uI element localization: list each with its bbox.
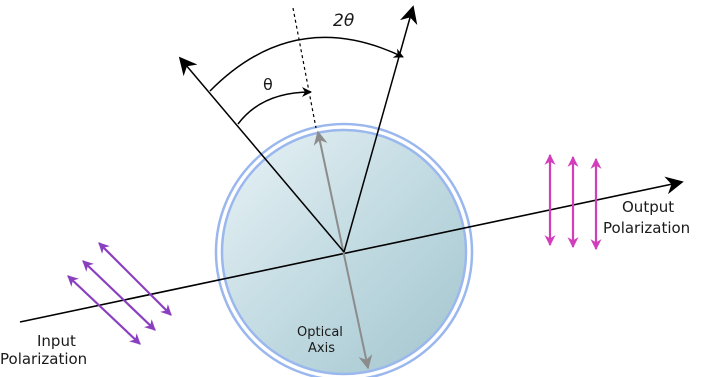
output-polarization-vector	[343, 5, 418, 253]
input-polarization-arrow	[98, 242, 172, 316]
input-polarization-arrow	[67, 275, 141, 345]
double-theta-arc	[209, 36, 404, 92]
optical-axis-label-line1: Optical	[297, 325, 343, 340]
input-polarization-label-line2: Polarization	[0, 350, 87, 368]
output-polarization-label-line1: Output	[622, 198, 674, 216]
output-polarization-arrows	[544, 153, 602, 251]
dashed-reference-line	[292, 7, 317, 129]
input-polarization-vector	[178, 56, 345, 253]
theta-label: θ	[263, 75, 273, 94]
double-theta-label: 2θ	[333, 11, 355, 31]
input-polarization-arrows	[67, 242, 172, 345]
theta-arc	[237, 87, 312, 125]
output-polarization-label-line2: Polarization	[603, 219, 690, 237]
input-polarization-label-line1: Input	[37, 332, 76, 350]
optical-axis-label-line2: Axis	[308, 341, 335, 356]
